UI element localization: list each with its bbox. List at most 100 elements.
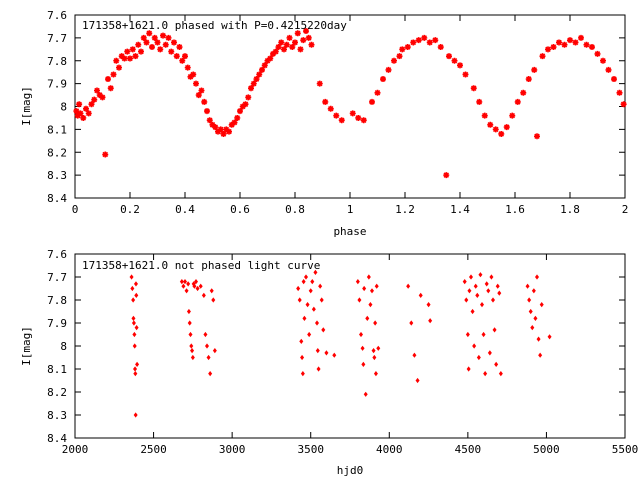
data-point [131, 52, 140, 60]
data-point [104, 75, 112, 83]
data-point [308, 288, 313, 294]
data-point [337, 116, 346, 125]
x-tick-label: 1.4 [450, 203, 470, 216]
data-point [205, 343, 209, 349]
data-point [409, 320, 414, 326]
data-point [296, 45, 305, 54]
data-point [370, 288, 374, 294]
data-point [513, 98, 522, 106]
data-point [311, 306, 316, 312]
data-point [313, 269, 318, 275]
data-point [588, 43, 596, 51]
data-point [538, 52, 547, 60]
data-point [134, 292, 139, 298]
data-point [184, 288, 189, 294]
data-point [492, 327, 497, 333]
data-point [491, 125, 500, 134]
data-points [129, 269, 552, 418]
data-point [126, 54, 134, 63]
data-point [366, 274, 371, 280]
data-point [142, 38, 151, 47]
data-point [183, 279, 187, 285]
data-point [445, 52, 453, 60]
data-point [524, 75, 533, 83]
data-point [473, 283, 478, 289]
data-point [300, 371, 305, 377]
data-point [195, 285, 200, 292]
data-point [373, 371, 378, 377]
data-point [131, 315, 136, 321]
x-tick-label: 0.2 [120, 203, 140, 216]
data-point [502, 123, 511, 131]
y-tick-label: 8.4 [47, 432, 67, 445]
data-point [192, 283, 197, 289]
data-point [198, 283, 203, 289]
data-point [90, 95, 99, 104]
data-point [282, 40, 291, 49]
data-point [200, 98, 209, 106]
data-point [403, 43, 412, 51]
data-point [186, 281, 191, 287]
data-point [398, 45, 407, 54]
data-point [374, 283, 379, 289]
data-point [131, 320, 136, 326]
data-point [300, 354, 305, 361]
data-point [536, 336, 541, 342]
data-point [209, 288, 214, 294]
data-point [354, 114, 363, 122]
axis-ticks [74, 253, 626, 439]
data-point [233, 114, 242, 122]
data-point [123, 47, 132, 56]
data-point [487, 350, 492, 356]
data-point [362, 285, 367, 292]
data-point [285, 34, 294, 42]
data-point [179, 279, 184, 285]
data-point [133, 371, 138, 377]
data-point [191, 281, 196, 287]
data-point [390, 56, 398, 65]
data-point [467, 288, 472, 294]
data-point [530, 325, 535, 331]
data-point [549, 43, 558, 51]
data-point [291, 38, 299, 47]
data-point [304, 274, 308, 280]
data-point [332, 352, 337, 358]
data-point [167, 47, 176, 56]
data-point [326, 104, 335, 113]
data-point [299, 338, 304, 344]
y-tick-label: 7.9 [47, 78, 67, 91]
data-point [134, 40, 143, 49]
data-point [494, 361, 499, 367]
data-point [469, 84, 478, 92]
data-point [604, 66, 613, 74]
data-point [560, 40, 569, 49]
y-tick-label: 7.8 [47, 55, 67, 68]
y-tick-label: 7.6 [47, 248, 67, 261]
data-point [132, 331, 137, 338]
data-point [431, 36, 440, 44]
x-tick-label: 5000 [533, 443, 560, 456]
plot-frame [74, 253, 626, 439]
data-point [190, 354, 195, 361]
data-point [296, 285, 301, 292]
data-point [384, 66, 393, 74]
data-point [190, 348, 195, 354]
data-point [420, 34, 429, 42]
data-point [470, 308, 475, 315]
data-point [519, 88, 528, 97]
x-tick-label: 4000 [376, 443, 403, 456]
data-point [206, 354, 211, 361]
y-tick-label: 8.3 [47, 169, 67, 182]
y-tick-label: 7.7 [47, 271, 67, 284]
data-point [211, 297, 216, 303]
data-point [535, 274, 539, 280]
data-point [478, 272, 483, 278]
data-point [619, 100, 628, 109]
data-point [315, 348, 320, 354]
data-point [98, 93, 107, 102]
data-point [426, 302, 431, 308]
x-tick-label: 3000 [219, 443, 246, 456]
data-point [79, 114, 88, 122]
data-point [486, 121, 495, 129]
data-point [315, 320, 319, 326]
